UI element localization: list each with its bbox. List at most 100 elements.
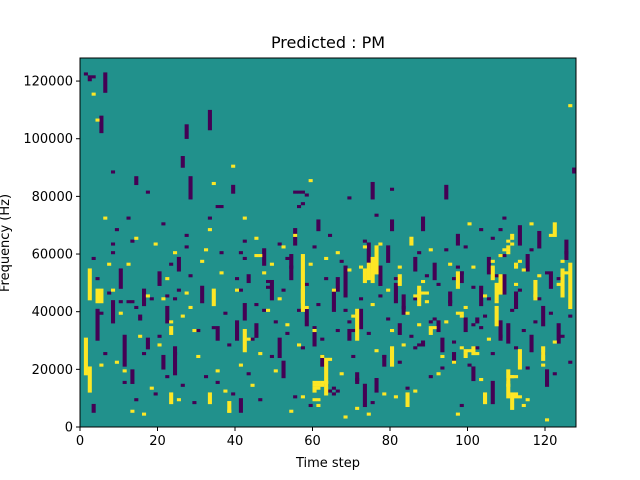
heatmap-cell-low	[142, 352, 147, 356]
heatmap-cell-low	[486, 297, 491, 301]
heatmap-cell-high	[324, 377, 329, 396]
heatmap-cell-high	[331, 288, 336, 292]
heatmap-cell-high	[467, 222, 472, 226]
heatmap-cell-low	[405, 386, 410, 390]
heatmap-cell-low	[130, 300, 135, 304]
heatmap-cell-low	[475, 317, 480, 321]
heatmap-cell-low	[331, 392, 336, 396]
heatmap-cell-high	[324, 357, 329, 379]
heatmap-cell-low	[126, 216, 131, 220]
heatmap-cell-low	[378, 265, 383, 286]
heatmap-cell-low	[304, 282, 309, 286]
heatmap-cell-high	[378, 242, 383, 246]
heatmap-cell-low	[328, 389, 333, 393]
heatmap-cell-high	[417, 323, 422, 327]
heatmap-cell-high	[335, 251, 340, 255]
heatmap-cell-low	[452, 277, 457, 281]
heatmap-cell-high	[552, 222, 557, 237]
x-tick-label: 80	[382, 434, 399, 449]
heatmap-cell-high	[432, 326, 437, 330]
heatmap-cell-high	[405, 392, 410, 408]
heatmap-cell-low	[169, 262, 174, 266]
heatmap-cell-low	[300, 202, 305, 206]
heatmap-cell-low	[479, 228, 484, 232]
heatmap-cell-low	[498, 334, 503, 338]
heatmap-cell-low	[424, 274, 429, 278]
heatmap-cell-high	[316, 380, 321, 384]
x-tick-label: 100	[455, 434, 480, 449]
heatmap-cell-low	[436, 282, 441, 286]
heatmap-cell-low	[382, 354, 387, 367]
heatmap-cell-high	[138, 334, 143, 338]
heatmap-cell-high	[227, 401, 232, 413]
heatmap-cell-high	[339, 372, 344, 376]
heatmap-cell-low	[238, 251, 243, 255]
heatmap-cell-high	[297, 343, 302, 347]
heatmap-cell-high	[459, 311, 464, 315]
heatmap-cell-high	[300, 288, 305, 312]
heatmap-cell-low	[362, 383, 367, 408]
heatmap-cell-low	[483, 314, 488, 318]
heatmap-cell-high	[262, 271, 267, 275]
heatmap-cell-low	[269, 279, 274, 284]
heatmap-cell-high	[498, 254, 503, 258]
heatmap-cell-high	[223, 389, 228, 393]
chart-title: Predicted : PM	[271, 33, 385, 52]
heatmap-cell-high	[421, 291, 426, 295]
heatmap-cell-high	[316, 398, 321, 402]
heatmap-cell-high	[258, 352, 263, 356]
heatmap-cell-low	[459, 271, 464, 284]
heatmap-cell-high	[304, 305, 309, 310]
heatmap-cell-high	[254, 236, 259, 240]
heatmap-cell-low	[297, 190, 302, 194]
heatmap-cell-low	[525, 254, 530, 272]
heatmap-cell-low	[130, 369, 135, 384]
heatmap-cell-low	[87, 75, 92, 79]
heatmap-cell-low	[176, 288, 181, 292]
heatmap-cell-high	[386, 288, 391, 292]
heatmap-cell-high	[254, 254, 259, 258]
heatmap-cell-low	[351, 354, 356, 359]
heatmap-cell-high	[428, 326, 433, 335]
heatmap-cell-low	[223, 311, 228, 315]
y-tick-label: 20000	[32, 363, 73, 378]
heatmap-cell-low	[83, 72, 88, 76]
heatmap-cell-low	[444, 248, 449, 252]
heatmap-cell-low	[138, 314, 143, 318]
heatmap-cell-high	[118, 311, 123, 315]
heatmap-cell-low	[475, 346, 480, 350]
heatmap-cell-high	[359, 265, 364, 269]
heatmap-cell-high	[471, 265, 476, 269]
heatmap-cell-high	[324, 380, 329, 384]
heatmap-cell-high	[374, 349, 379, 353]
heatmap-cell-high	[308, 262, 313, 266]
heatmap-cell-high	[207, 392, 212, 405]
y-tick-label: 120000	[23, 75, 73, 90]
heatmap-cell-high	[502, 248, 507, 252]
heatmap-cell-low	[204, 375, 209, 379]
heatmap-cell-low	[165, 375, 170, 379]
heatmap-cell-low	[238, 288, 243, 292]
heatmap-cell-low	[351, 328, 356, 333]
heatmap-cell-high	[370, 303, 375, 307]
heatmap-cell-high	[514, 265, 519, 269]
heatmap-cell-high	[207, 228, 212, 232]
heatmap-cell-high	[506, 245, 511, 249]
heatmap-cell-low	[211, 326, 216, 330]
heatmap-cell-high	[316, 386, 321, 390]
heatmap-cell-high	[382, 392, 387, 396]
heatmap-cell-low	[320, 354, 325, 367]
heatmap-cell-low	[285, 331, 290, 335]
heatmap-cell-high	[537, 274, 542, 278]
heatmap-cell-low	[312, 326, 317, 347]
heatmap-cell-high	[312, 398, 317, 402]
heatmap-cell-low	[277, 337, 282, 359]
heatmap-cell-low	[510, 308, 515, 312]
heatmap-cell-high	[324, 256, 329, 260]
heatmap-cell-high	[510, 236, 515, 240]
heatmap-cell-low	[347, 320, 352, 324]
heatmap-cell-high	[568, 262, 573, 310]
heatmap-cell-low	[153, 392, 158, 396]
heatmap-cell-high	[510, 375, 515, 379]
heatmap-cell-high	[219, 271, 224, 275]
